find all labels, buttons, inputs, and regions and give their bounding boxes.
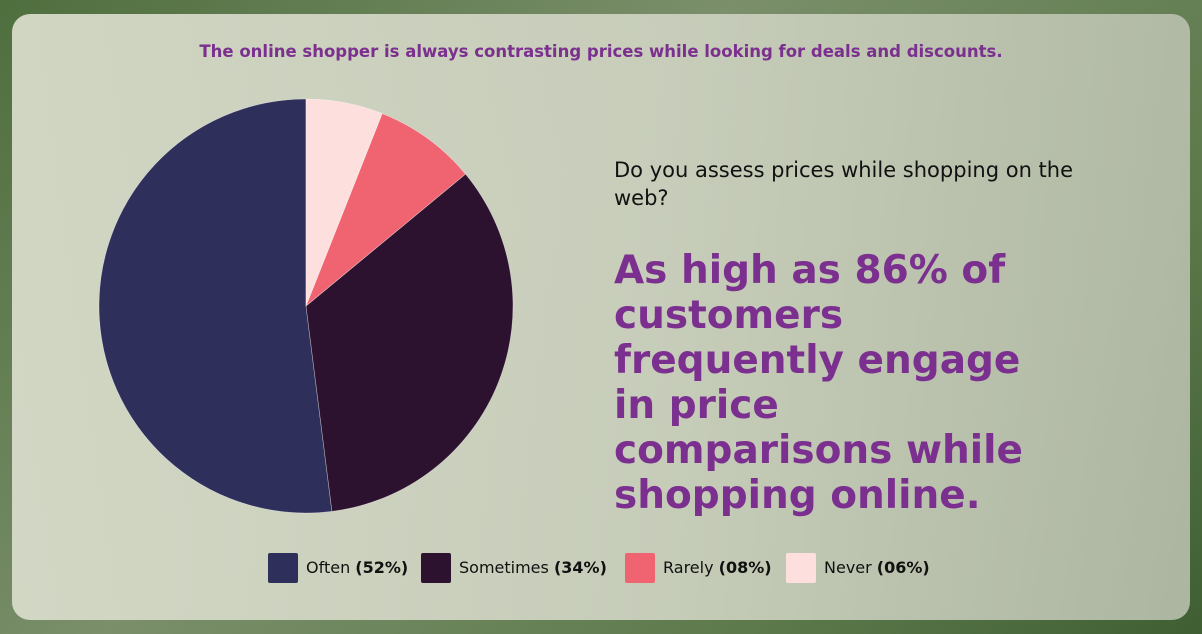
- question: Do you assess prices while shopping on t…: [614, 158, 1074, 210]
- legend-swatch: [268, 553, 298, 583]
- legend-entry: Sometimes (34%): [459, 558, 607, 577]
- legend-label: Sometimes: [459, 558, 554, 577]
- legend-swatch: [421, 553, 451, 583]
- pie-slice: [305, 98, 383, 307]
- legend-swatch: [786, 553, 816, 583]
- pie-slice: [305, 113, 466, 307]
- legend-value: (34%): [554, 558, 607, 577]
- legend-label: Never: [824, 558, 877, 577]
- legend-label: Often: [306, 558, 355, 577]
- chart-title: The online shopper is always contrasting…: [199, 42, 1003, 61]
- pie-slice: [305, 173, 514, 512]
- legend-label: Rarely: [663, 558, 719, 577]
- pie-slice: [98, 98, 333, 514]
- legend-entry: Never (06%): [824, 558, 930, 577]
- legend-value: (52%): [355, 558, 408, 577]
- legend-entry: Rarely (08%): [663, 558, 772, 577]
- legend-value: (06%): [877, 558, 930, 577]
- legend-value: (08%): [719, 558, 772, 577]
- legend-entry: Often (52%): [306, 558, 408, 577]
- legend-swatch: [625, 553, 655, 583]
- headline: As high as 86% of customers frequently e…: [614, 248, 1023, 518]
